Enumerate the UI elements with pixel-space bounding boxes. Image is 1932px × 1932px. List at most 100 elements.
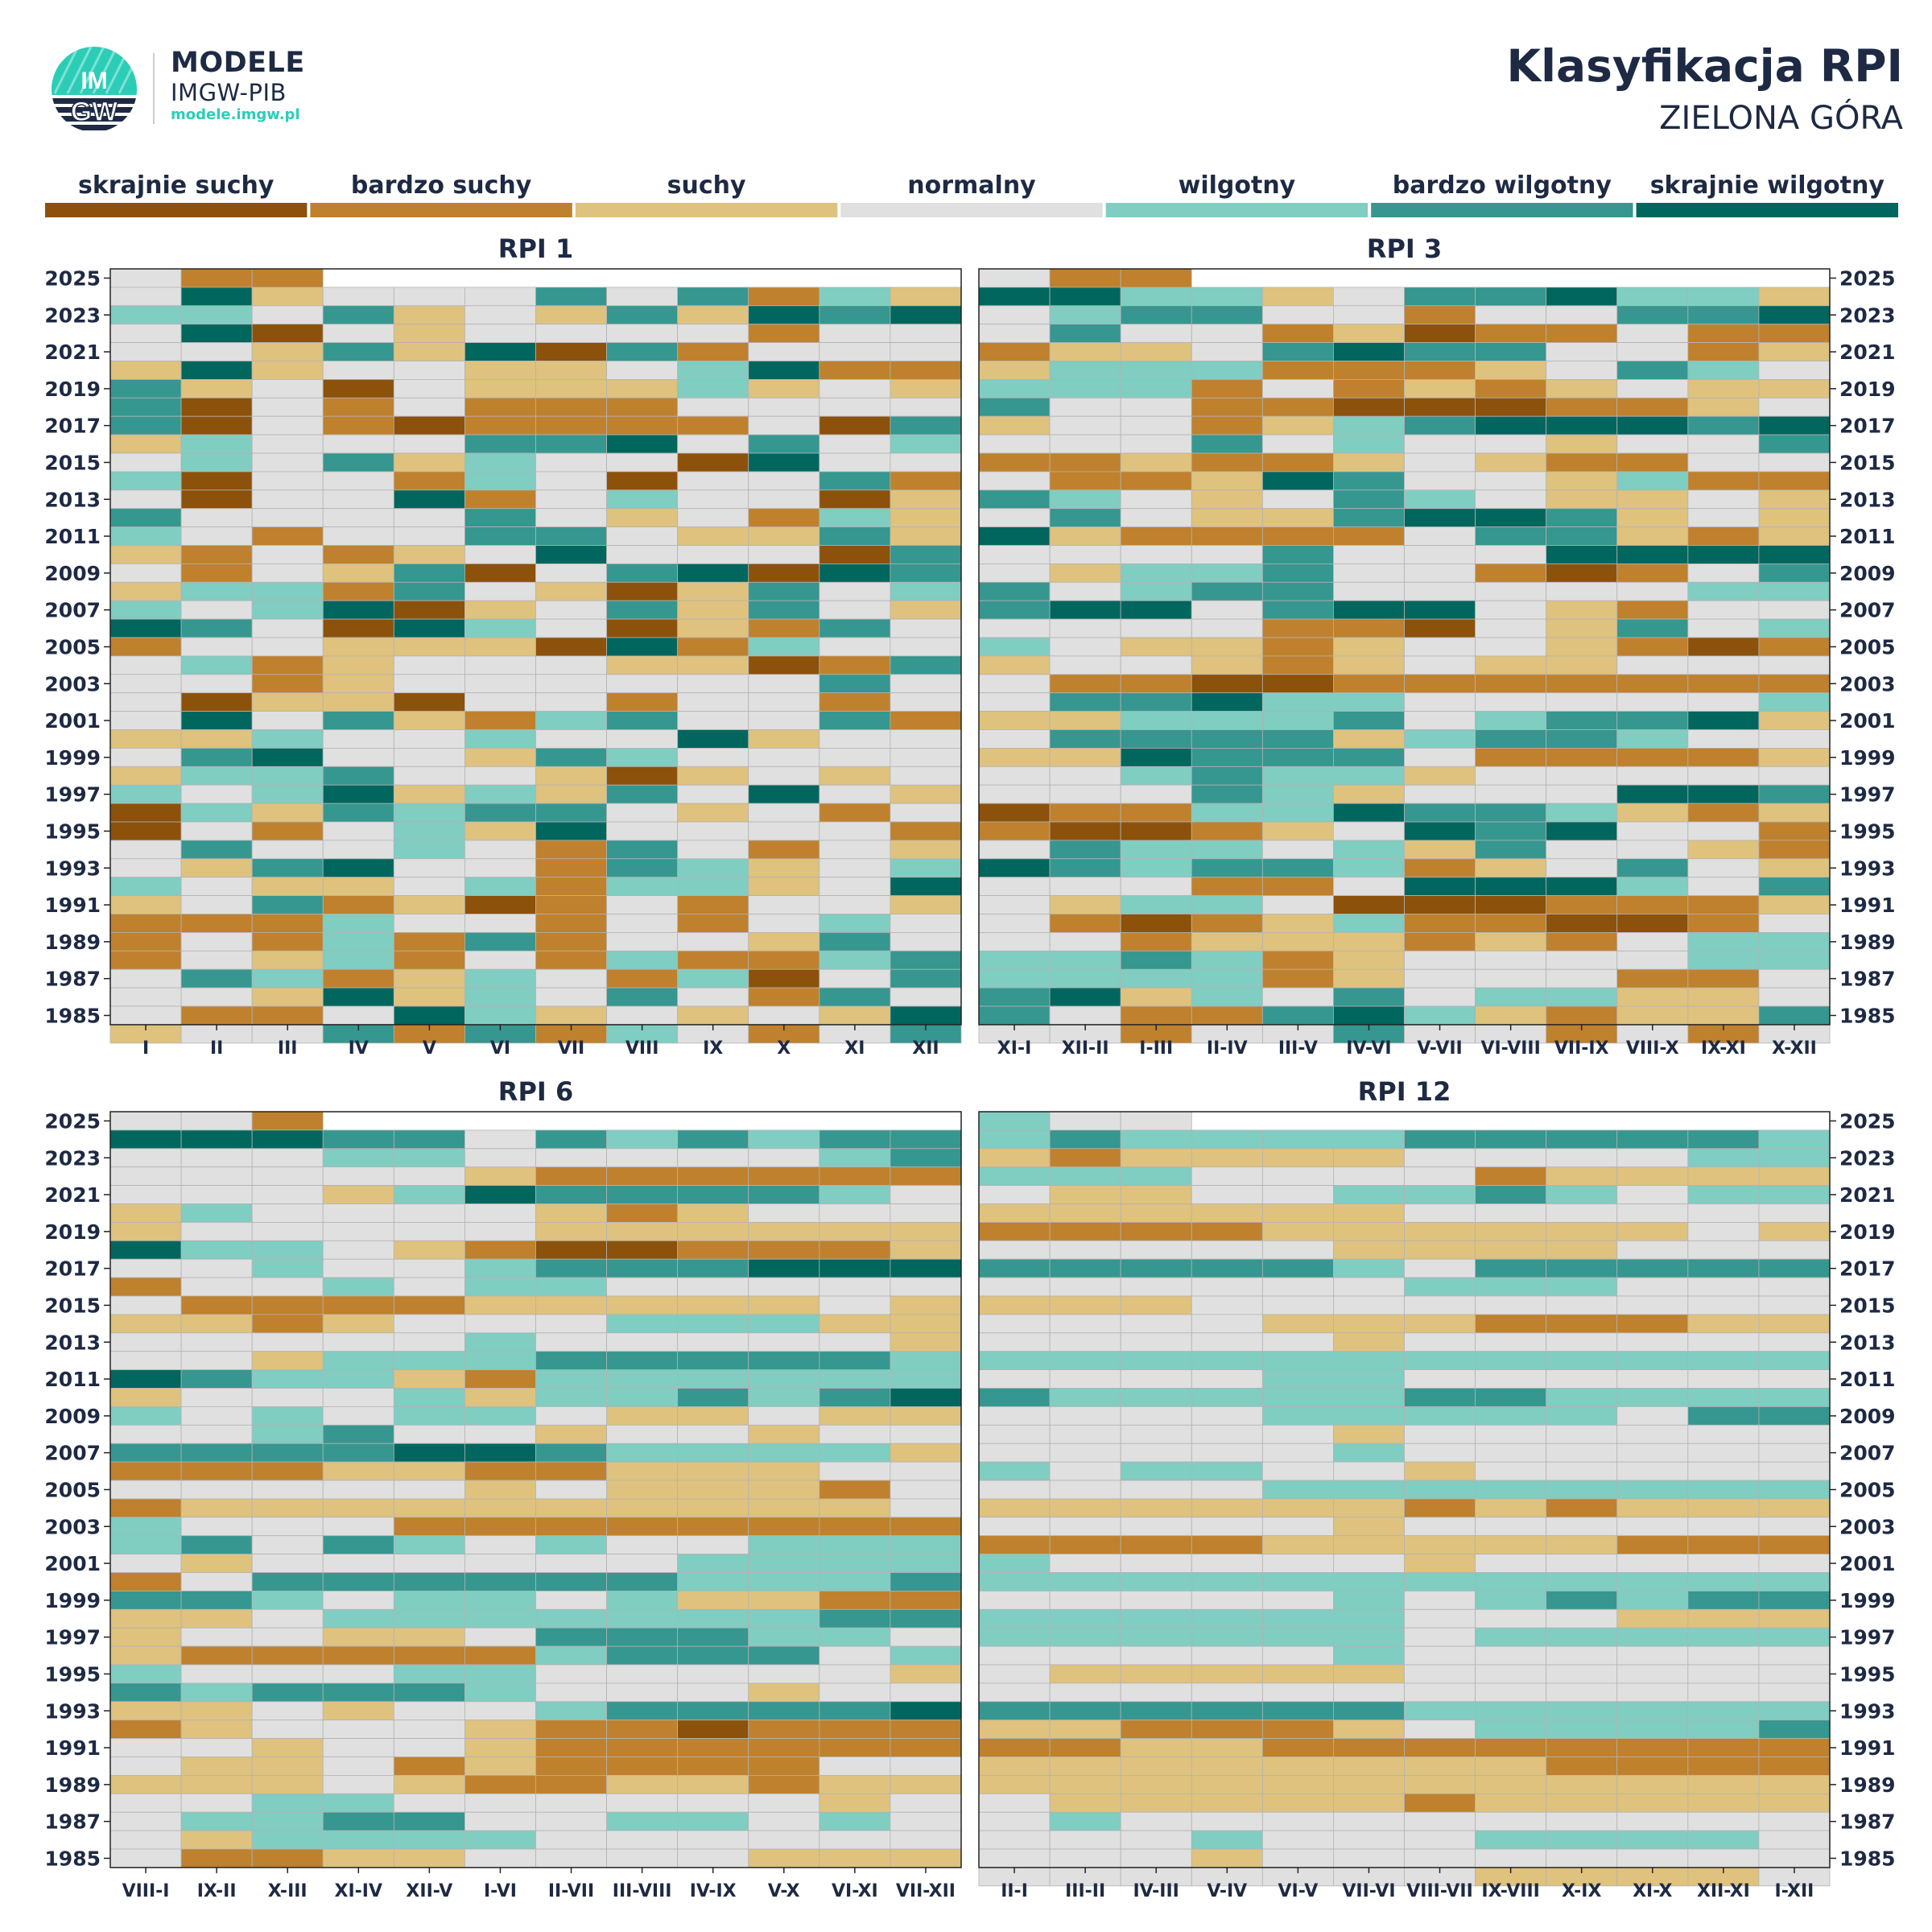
- heatmap-cell: [1687, 1830, 1760, 1850]
- heatmap-cell: [322, 600, 394, 620]
- heatmap-cell: [1758, 1664, 1831, 1684]
- x-tick-label: X-III: [268, 1881, 308, 1900]
- heatmap-cell: [1687, 748, 1760, 767]
- heatmap-cell: [180, 1498, 253, 1518]
- heatmap-cell: [322, 1757, 394, 1776]
- heatmap-cell: [393, 618, 465, 638]
- heatmap-cell: [1687, 1608, 1760, 1629]
- heatmap-cell: [464, 415, 536, 436]
- heatmap-cell: [890, 1351, 962, 1370]
- heatmap-cell: [1616, 674, 1689, 694]
- brand-url[interactable]: modele.imgw.pl: [171, 106, 300, 123]
- heatmap-cell: [1475, 895, 1547, 914]
- heatmap-cell: [322, 1775, 394, 1794]
- heatmap-cell: [1475, 434, 1547, 454]
- heatmap-cell: [677, 1627, 749, 1647]
- heatmap-cell: [819, 581, 891, 601]
- heatmap-cell: [1475, 1240, 1547, 1260]
- heatmap-cell: [748, 711, 820, 730]
- heatmap-cell: [180, 563, 253, 583]
- heatmap-cell: [1475, 692, 1547, 712]
- heatmap-cell: [393, 1388, 465, 1407]
- heatmap-cell: [1120, 1498, 1192, 1518]
- heatmap-cell: [1120, 508, 1192, 528]
- heatmap-cell: [1333, 1793, 1405, 1813]
- heatmap-cell: [1333, 508, 1405, 528]
- heatmap-cell: [677, 766, 749, 786]
- heatmap-cell: [890, 361, 962, 380]
- heatmap-cell: [322, 1295, 394, 1315]
- heatmap-cell: [1261, 968, 1334, 989]
- heatmap-cell: [748, 1682, 820, 1703]
- heatmap-cell: [1049, 711, 1121, 730]
- heatmap-cell: [1191, 581, 1263, 601]
- heatmap-cell: [1475, 1830, 1547, 1850]
- heatmap-cell: [109, 618, 182, 638]
- heatmap-cell: [1758, 968, 1831, 989]
- heatmap-cell: [1616, 1461, 1689, 1481]
- heatmap-cell: [1120, 858, 1192, 878]
- heatmap-cell: [1687, 1424, 1760, 1444]
- heatmap-cell: [109, 526, 182, 546]
- heatmap-cell: [1333, 1572, 1405, 1591]
- heatmap-cell: [251, 1443, 324, 1463]
- heatmap-cell: [535, 655, 607, 675]
- heatmap-cell: [393, 545, 465, 564]
- heatmap-cell: [251, 1480, 324, 1500]
- heatmap-cell: [1546, 1332, 1618, 1352]
- heatmap-cell: [1616, 877, 1689, 897]
- heatmap-cell: [1120, 1295, 1192, 1315]
- heatmap-cell: [251, 1240, 324, 1260]
- heatmap-cell: [1049, 600, 1121, 620]
- heatmap-cell: [1191, 840, 1263, 860]
- heatmap-cell: [1616, 1005, 1689, 1026]
- heatmap-cell: [606, 1277, 679, 1297]
- heatmap-cell: [1191, 803, 1263, 823]
- heatmap-cell: [1333, 1517, 1405, 1537]
- heatmap-cell: [1120, 895, 1192, 914]
- heatmap-cell: [109, 1185, 182, 1204]
- heatmap-cell: [1475, 858, 1547, 878]
- heatmap-cell: [978, 397, 1051, 417]
- heatmap-cell: [535, 950, 607, 970]
- heatmap-cell: [251, 1461, 324, 1481]
- y-tick-label: 2017: [44, 1257, 101, 1281]
- heatmap-cell: [748, 1258, 820, 1278]
- heatmap-cell: [180, 1185, 253, 1204]
- heatmap-cell: [1261, 415, 1334, 436]
- heatmap-cell: [109, 268, 182, 288]
- heatmap-cell: [1049, 1388, 1121, 1407]
- heatmap-cell: [978, 803, 1051, 823]
- heatmap-cell: [109, 932, 182, 952]
- heatmap-cell: [109, 1498, 182, 1518]
- heatmap-cell: [535, 821, 607, 841]
- heatmap-cell: [464, 618, 536, 638]
- heatmap-cell: [393, 1627, 465, 1647]
- heatmap-cell: [1191, 1701, 1263, 1721]
- heatmap-cell: [677, 1129, 749, 1150]
- heatmap-cell: [1191, 1480, 1263, 1500]
- heatmap-cell: [535, 1554, 607, 1573]
- x-tick-label: VI-V: [1278, 1881, 1318, 1900]
- heatmap-cell: [1191, 1719, 1263, 1739]
- heatmap-cell: [1616, 489, 1689, 510]
- heatmap-cell: [748, 1554, 820, 1573]
- heatmap-cell: [535, 342, 607, 361]
- heatmap-cell: [1758, 1166, 1831, 1186]
- heatmap-cell: [1261, 1314, 1334, 1334]
- heatmap-cell: [1546, 784, 1618, 804]
- heatmap-cell: [1333, 471, 1405, 491]
- heatmap-cell: [890, 840, 962, 860]
- heatmap-cell: [1191, 415, 1263, 436]
- heatmap-cell: [464, 1848, 536, 1868]
- heatmap-cell: [677, 968, 749, 989]
- y-tick-label: 1995: [44, 819, 101, 843]
- heatmap-cell: [1049, 932, 1121, 952]
- heatmap-cell: [322, 1811, 394, 1831]
- heatmap-cell: [1261, 748, 1334, 767]
- heatmap-cell: [890, 1166, 962, 1186]
- heatmap-cell: [393, 1719, 465, 1739]
- heatmap-cell: [1261, 1258, 1334, 1278]
- heatmap-cell: [1261, 1222, 1334, 1241]
- y-tick-label: 2015: [44, 451, 101, 474]
